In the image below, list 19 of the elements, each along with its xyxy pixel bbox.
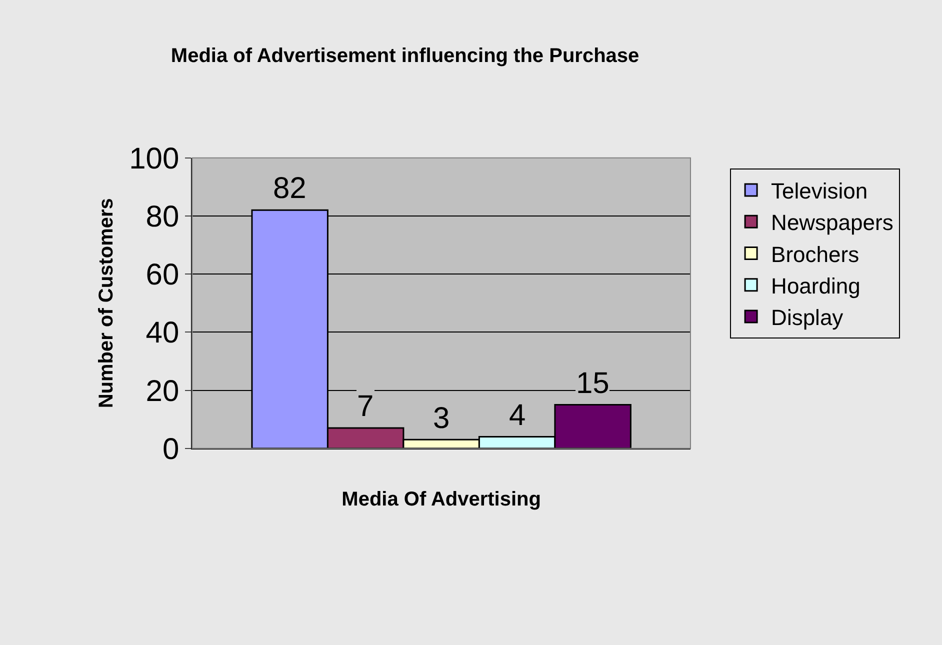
y-axis-title: Number of Customers <box>96 198 118 408</box>
chart-title: Media of Advertisement influencing the Purchase <box>170 44 640 67</box>
y-tick-label: 60 <box>146 258 180 292</box>
data-label: 15 <box>576 367 610 400</box>
y-tick-label: 0 <box>162 432 180 466</box>
y-tick-label: 80 <box>146 200 180 234</box>
y-tick-label: 100 <box>129 142 180 176</box>
y-tick-label: 20 <box>146 374 180 408</box>
legend-label: Newspapers <box>771 210 894 236</box>
y-tick-label: 40 <box>146 316 180 350</box>
data-label: 4 <box>509 399 526 432</box>
legend-label: Television <box>771 178 868 204</box>
legend-label: Display <box>771 305 844 330</box>
legend-label: Hoarding <box>771 273 860 298</box>
data-label: 82 <box>273 172 306 205</box>
data-label: 3 <box>433 402 450 435</box>
legend-label: Brochers <box>771 242 860 267</box>
x-axis-title: Media Of Advertising <box>342 488 541 510</box>
data-label: 7 <box>357 390 374 423</box>
